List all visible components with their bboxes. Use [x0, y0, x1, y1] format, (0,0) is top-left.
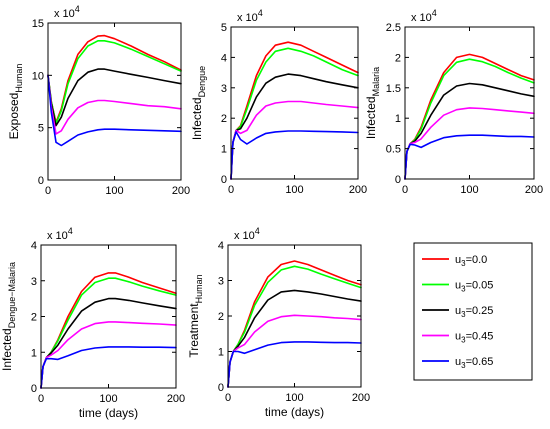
series-line — [227, 341, 362, 388]
y-tick-label: 5 — [221, 22, 227, 34]
y-tick-label: 2 — [31, 312, 37, 324]
y-axis-multiplier: x 104 — [54, 4, 80, 20]
series-line — [47, 74, 182, 135]
series-line — [40, 346, 177, 389]
series-line — [227, 289, 362, 388]
series-line — [230, 130, 359, 180]
x-tick-label: 100 — [99, 393, 117, 405]
y-tick-label: 0 — [38, 175, 44, 187]
x-axis-label: time (days) — [79, 406, 138, 420]
y-tick-label: 0 — [395, 174, 401, 186]
axes-frame — [40, 244, 177, 389]
x-tick-label: 0 — [228, 184, 234, 196]
legend-entry: u3=0.65 — [422, 356, 493, 370]
series-line — [404, 107, 535, 180]
series-line — [230, 100, 359, 180]
y-tick-label: 2 — [395, 52, 401, 64]
series-line — [40, 277, 177, 389]
x-tick-label: 0 — [225, 392, 231, 404]
x-tick-label: 200 — [349, 184, 367, 196]
y-tick-label: 3 — [221, 83, 227, 95]
y-axis-multiplier: x 104 — [234, 226, 260, 242]
legend-entry: u3=0.45 — [422, 331, 493, 345]
x-tick-label: 100 — [285, 392, 303, 404]
y-tick-label: 1.5 — [386, 83, 401, 95]
y-tick-label: 5 — [38, 123, 44, 135]
legend-label: u3=0.45 — [455, 331, 493, 345]
chart-panel: 0 100 200 0 1 2 3 4 x 104 InfectedDengue−Malaria t… — [0, 226, 185, 420]
y-axis-multiplier: x 104 — [411, 8, 437, 24]
chart-panel: 0 100 200 0 0.5 1 1.5 2 2.5 x 104 InfectedMalaria — [364, 8, 543, 196]
y-tick-label: 0 — [31, 383, 37, 395]
y-axis-label: ExposedHuman — [7, 64, 24, 140]
series-line — [404, 82, 535, 180]
y-axis-label: InfectedDengue−Malaria — [0, 262, 17, 371]
series-line — [227, 265, 362, 388]
x-tick-label: 200 — [525, 184, 543, 196]
legend-label: u3=0.25 — [455, 305, 493, 319]
y-tick-label: 0 — [221, 174, 227, 186]
legend-entry: u3=0.0 — [422, 254, 487, 268]
y-tick-label: 0.5 — [386, 144, 401, 156]
legend-entry: u3=0.05 — [422, 280, 493, 294]
series-line — [40, 321, 177, 389]
x-axis-label: time (days) — [265, 405, 324, 419]
y-tick-label: 2 — [218, 311, 224, 323]
series-line — [404, 53, 535, 180]
y-tick-label: 2 — [221, 113, 227, 125]
y-tick-label: 3 — [31, 276, 37, 288]
y-tick-label: 3 — [218, 276, 224, 288]
series-line — [404, 134, 535, 180]
y-axis-label: TreatmentHuman — [187, 274, 204, 357]
legend-label: u3=0.65 — [455, 356, 493, 370]
y-tick-label: 1 — [395, 113, 401, 125]
series-line — [47, 39, 182, 125]
series-line — [47, 34, 182, 124]
legend-label: u3=0.0 — [455, 254, 487, 268]
y-tick-label: 4 — [31, 240, 37, 252]
y-axis-multiplier: x 104 — [237, 8, 263, 24]
legend-box — [413, 242, 533, 381]
x-tick-label: 100 — [460, 184, 478, 196]
series-line — [40, 297, 177, 389]
y-tick-label: 15 — [32, 18, 44, 30]
x-tick-label: 200 — [167, 393, 185, 405]
y-tick-label: 10 — [32, 70, 44, 82]
y-tick-label: 1 — [31, 347, 37, 359]
series-line — [404, 58, 535, 180]
series-line — [47, 74, 182, 147]
y-tick-label: 1 — [221, 144, 227, 156]
y-tick-label: 4 — [221, 52, 227, 64]
x-tick-label: 0 — [45, 185, 51, 197]
legend-entry: u3=0.25 — [422, 305, 493, 319]
x-tick-label: 0 — [402, 184, 408, 196]
y-tick-label: 4 — [218, 240, 224, 252]
y-tick-label: 0 — [218, 382, 224, 394]
x-tick-label: 200 — [172, 185, 190, 197]
legend: u3=0.0 u3=0.05 u3=0.25 u3=0.45 u3=0.65 — [413, 242, 533, 381]
chart-panel: 0 100 200 0 5 10 15 x 104 ExposedHuman — [7, 4, 190, 197]
axes-frame — [404, 26, 535, 180]
series-line — [230, 47, 359, 180]
chart-panel: 0 100 200 0 1 2 3 4 5 x 104 InfectedDengue — [190, 8, 367, 196]
y-tick-label: 1 — [218, 347, 224, 359]
x-tick-label: 0 — [38, 393, 44, 405]
x-tick-label: 100 — [105, 185, 123, 197]
series-line — [227, 314, 362, 388]
y-tick-label: 2.5 — [386, 22, 401, 34]
y-axis-multiplier: x 104 — [47, 226, 73, 242]
chart-panel: 0 100 200 0 1 2 3 4 x 104 TreatmentHuman time (day… — [187, 226, 370, 419]
y-axis-label: InfectedMalaria — [364, 67, 381, 139]
x-tick-label: 100 — [285, 184, 303, 196]
legend-label: u3=0.05 — [455, 280, 493, 294]
series-line — [47, 68, 182, 127]
y-axis-label: InfectedDengue — [190, 66, 207, 140]
x-tick-label: 200 — [352, 392, 370, 404]
